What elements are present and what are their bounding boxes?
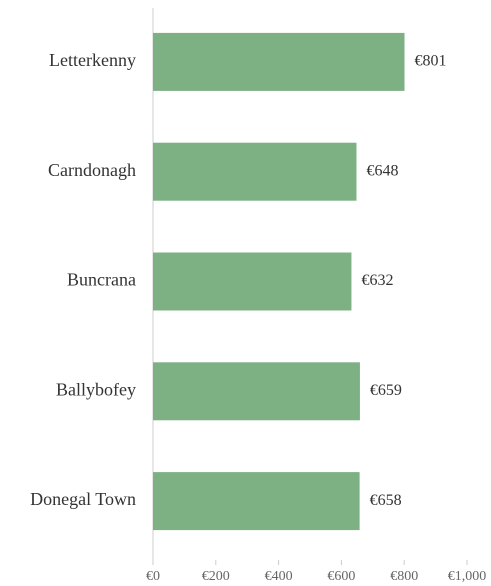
- y-tick-label: Carndonagh: [48, 160, 136, 180]
- x-tick-label: €800: [390, 569, 418, 584]
- value-label: €648: [366, 162, 398, 179]
- x-tick-label: €1,000: [448, 569, 487, 584]
- y-tick-label: Buncrana: [67, 270, 136, 290]
- x-tick-label: €200: [202, 569, 230, 584]
- value-label: €659: [370, 382, 402, 399]
- value-label: €632: [361, 272, 393, 289]
- y-tick-label: Ballybofey: [56, 379, 136, 399]
- bar: [153, 472, 360, 531]
- bar: [153, 362, 360, 421]
- x-tick-label: €0: [146, 569, 160, 584]
- x-tick-label: €600: [327, 569, 355, 584]
- x-tick-label: €400: [265, 569, 293, 584]
- value-label: €658: [370, 492, 402, 509]
- bar: [153, 32, 405, 91]
- value-label: €801: [415, 53, 447, 70]
- y-tick-label: Donegal Town: [30, 489, 136, 509]
- y-tick-label: Letterkenny: [49, 50, 136, 70]
- bar: [153, 142, 357, 201]
- bar: [153, 252, 352, 311]
